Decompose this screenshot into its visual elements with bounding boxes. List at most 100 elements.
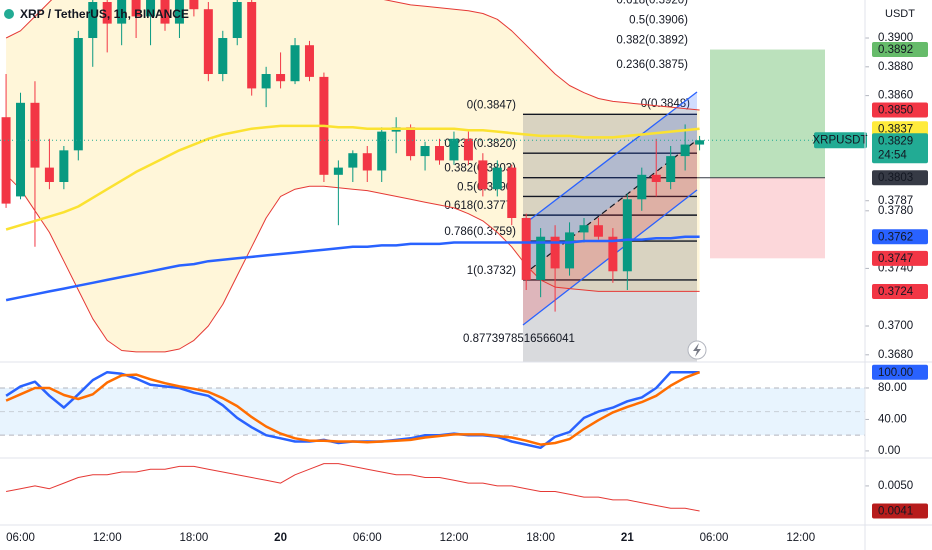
indicator-line — [6, 463, 700, 512]
candle-body — [146, 0, 156, 17]
candle-body — [435, 146, 445, 161]
y-tick-label: 0.3860 — [878, 90, 913, 102]
y-tick-label: 0.3787 — [878, 195, 913, 207]
price-tag — [872, 121, 928, 137]
fib-band — [523, 196, 697, 216]
indicator-line — [5, 371, 701, 446]
channel-lower-fill — [523, 140, 697, 325]
candle-body — [304, 45, 314, 77]
price-tag-label: 100.00 — [878, 367, 913, 379]
osc-plot — [6, 463, 700, 512]
candle-body — [160, 0, 170, 24]
fib-label: 0.236(0.3875) — [616, 59, 688, 71]
price-tag-label: 0.0041 — [878, 506, 913, 518]
price-tag — [872, 133, 928, 164]
symbol-tag — [814, 132, 867, 149]
price-tag — [872, 283, 928, 299]
x-tick-label: 12:00 — [440, 532, 469, 544]
candle-body — [637, 174, 647, 200]
candle-body — [593, 225, 603, 237]
position-target — [710, 49, 825, 178]
y-tick-label: 0.3780 — [878, 205, 913, 217]
icon-bolt[interactable] — [693, 343, 701, 357]
fib-band — [523, 114, 697, 154]
y-tick-label: 0.3700 — [878, 320, 913, 332]
candle-body — [608, 236, 618, 272]
y-tick-label: 0.3880 — [878, 61, 913, 73]
replay-icon[interactable] — [687, 340, 707, 360]
candle-body — [666, 156, 676, 183]
fib-label: 0.786(0.3759) — [444, 226, 516, 238]
price-tag-label: 0.3747 — [878, 253, 913, 265]
price-tag — [872, 503, 928, 519]
y-tick-label: 0.3900 — [878, 32, 913, 44]
candle-body — [449, 138, 459, 161]
candle-body — [333, 167, 343, 175]
candle-body — [565, 232, 575, 269]
candle-body — [30, 102, 40, 168]
candle-body — [247, 2, 257, 89]
price-tag-label: 0.3803 — [878, 172, 913, 184]
position-stop — [710, 177, 825, 259]
candle-body — [44, 167, 54, 183]
fib-annotation: 0.8773978516566041 — [463, 333, 575, 345]
y-tick-label: 0.3680 — [878, 349, 913, 361]
price-tag — [872, 250, 928, 266]
candle-body — [174, 0, 184, 24]
candle-body — [478, 160, 488, 190]
candle-body — [88, 2, 98, 39]
channel-line — [522, 91, 698, 226]
axes: 0.39000.38800.38600.37870.37800.37400.37… — [6, 32, 928, 544]
candle-body — [348, 153, 358, 168]
x-tick-label: 20 — [274, 532, 287, 544]
x-tick-label: 18:00 — [526, 532, 555, 544]
x-tick-label: 12:00 — [93, 532, 122, 544]
candle-body — [16, 102, 26, 197]
symbol-tag-label: XRPUSDT — [813, 134, 868, 146]
axis-unit: USDT — [885, 8, 915, 20]
candle-body — [1, 117, 11, 204]
candle-body — [276, 74, 286, 82]
candle-body — [680, 144, 690, 157]
candle-body — [261, 74, 271, 89]
fib-label: 0.618(0.3920) — [616, 0, 688, 6]
candle-body — [362, 153, 372, 171]
fib-label: 0.5(0.3906) — [629, 14, 688, 26]
stoch-plot — [0, 370, 865, 450]
candle-body — [377, 131, 387, 171]
y-tick-label: 0.0050 — [878, 480, 913, 492]
price-tag-label: 0.3850 — [878, 105, 913, 117]
candle-body — [550, 236, 560, 269]
x-tick-label: 18:00 — [180, 532, 209, 544]
fib-label: 0(0.3847) — [467, 99, 516, 111]
main-plot: 0.8773978516566041 — [0, 0, 865, 353]
candle-body — [73, 38, 83, 151]
candle-body — [492, 167, 502, 190]
fib-band — [523, 279, 697, 362]
x-tick-label: 12:00 — [786, 532, 815, 544]
candle-body — [102, 2, 112, 24]
price-tag — [872, 170, 928, 186]
price-tag — [872, 102, 928, 118]
moving-average — [5, 235, 700, 302]
candle-body — [695, 140, 705, 145]
fib-label: 1(0.3732) — [467, 265, 516, 277]
price-tag — [872, 364, 928, 380]
candle-body — [189, 0, 199, 10]
candle-body — [59, 150, 69, 183]
x-tick-label: 21 — [621, 532, 634, 544]
price-tag-label: 0.3837 — [878, 123, 913, 135]
y-tick-label: 40.00 — [878, 413, 907, 425]
price-tag — [872, 229, 928, 245]
candle-body — [232, 2, 242, 39]
status-dot — [4, 9, 14, 19]
x-tick-label: 06:00 — [700, 532, 729, 544]
candle-body — [579, 225, 589, 233]
candle-body — [117, 0, 127, 24]
fib-label: 0.236(0.3820) — [444, 138, 516, 150]
x-tick-label: 06:00 — [6, 532, 35, 544]
y-tick-label: 80.00 — [878, 382, 907, 394]
candle-body — [507, 167, 517, 219]
candle-body — [536, 236, 546, 280]
